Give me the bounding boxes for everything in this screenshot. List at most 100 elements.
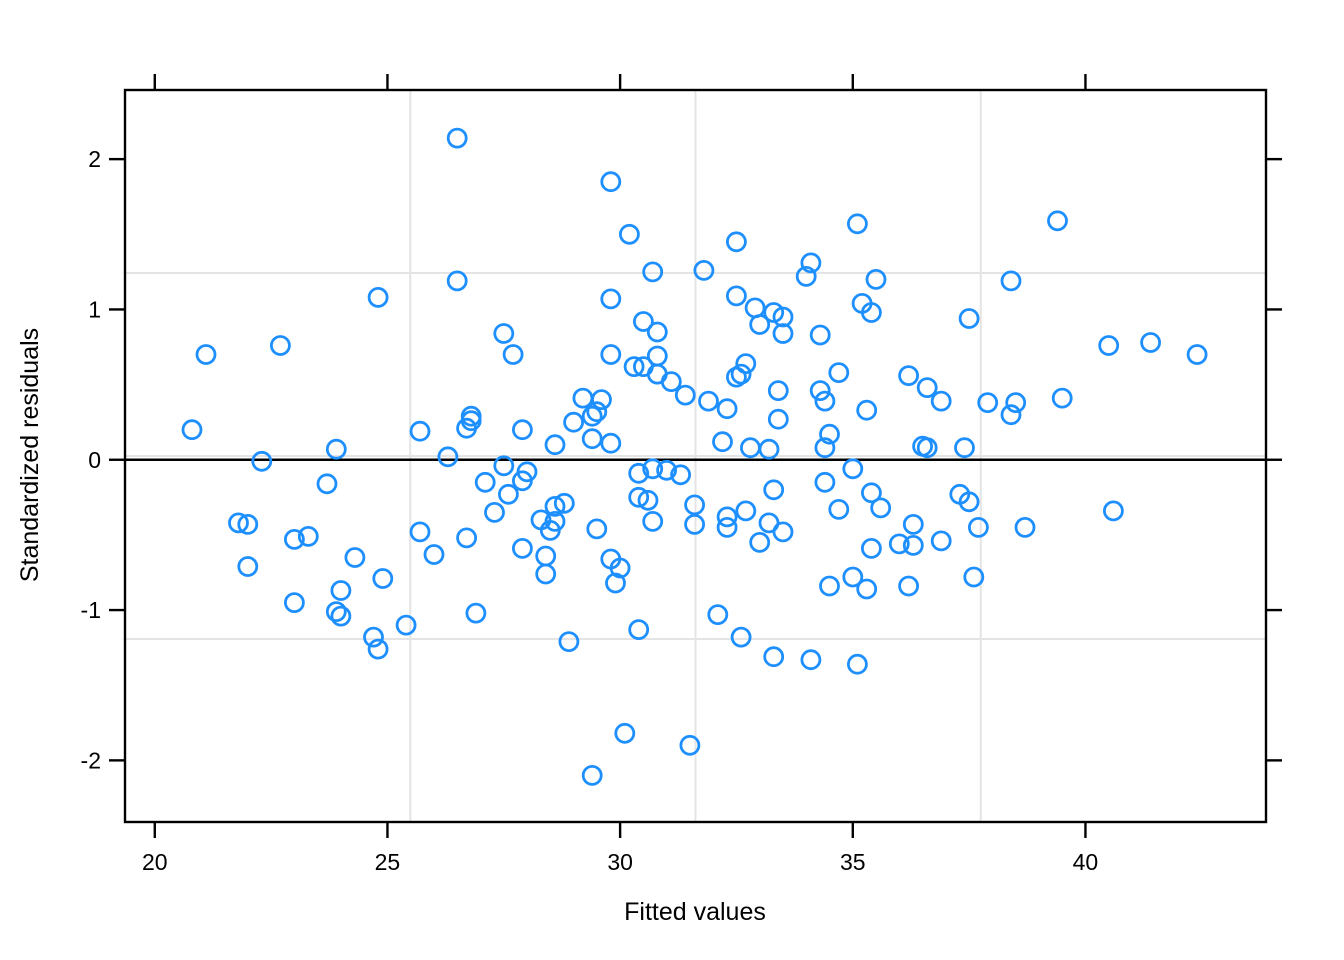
data-point (963, 566, 985, 588)
data-point (730, 626, 752, 648)
data-point (930, 390, 952, 412)
data-point (814, 471, 836, 493)
data-point (735, 500, 757, 522)
data-point (740, 437, 761, 459)
data-point (674, 384, 696, 406)
data-point (283, 529, 305, 550)
data-point (446, 127, 468, 149)
data-point (502, 344, 524, 365)
data-point (628, 462, 650, 484)
data-point (1098, 335, 1120, 356)
data-point (716, 506, 738, 528)
data-point (1051, 387, 1073, 409)
data-point (819, 575, 840, 597)
data-point (1000, 404, 1022, 426)
data-point (1047, 210, 1068, 232)
data-point (749, 314, 771, 335)
data-point (581, 765, 603, 786)
data-point (1005, 392, 1027, 414)
data-point (809, 380, 831, 402)
data-point (902, 535, 924, 556)
data-point (283, 592, 305, 613)
data-point (842, 458, 864, 480)
data-point (484, 502, 505, 523)
data-point (865, 268, 887, 290)
y-tick-label: -2 (81, 747, 101, 773)
data-point (446, 270, 468, 292)
axis-ticks (109, 74, 1282, 838)
data-point (409, 521, 431, 543)
plot-panel-border (123, 88, 1268, 824)
data-point (856, 578, 878, 600)
data-point (735, 353, 757, 375)
data-point (954, 437, 975, 459)
data-point (819, 423, 840, 445)
data-point (861, 538, 882, 559)
data-point (842, 566, 864, 588)
data-point (749, 532, 771, 553)
data-point (958, 491, 980, 513)
data-point (772, 306, 794, 328)
data-point (870, 497, 892, 519)
data-point (767, 408, 789, 430)
data-point (544, 495, 566, 517)
data-point (586, 401, 608, 423)
x-tick-label: 25 (375, 849, 401, 875)
data-point (195, 344, 217, 365)
data-point (512, 419, 533, 441)
data-point (437, 446, 459, 468)
data-point (660, 371, 682, 393)
data-point (856, 399, 878, 421)
data-point (237, 514, 259, 535)
data-point (977, 392, 999, 414)
data-point (670, 464, 691, 486)
data-point (367, 286, 389, 308)
data-point (916, 437, 938, 459)
y-tick-label: 1 (88, 296, 101, 322)
data-point (600, 171, 622, 193)
data-point (847, 653, 868, 675)
data-point (237, 556, 259, 577)
data-point (456, 417, 478, 439)
data-point (767, 380, 789, 402)
data-point (474, 471, 496, 493)
x-tick-label: 30 (607, 849, 633, 875)
data-point (684, 514, 705, 535)
data-point (512, 538, 533, 559)
data-point (902, 514, 924, 535)
data-point (325, 438, 347, 460)
data-point (637, 489, 659, 511)
x-tick-label: 20 (142, 849, 168, 875)
data-point (628, 486, 650, 508)
data-point (181, 419, 203, 441)
data-point (1103, 500, 1124, 522)
grid-lines (125, 90, 1266, 822)
y-tick-label: 2 (88, 146, 101, 172)
data-point (646, 321, 668, 343)
data-point (684, 494, 705, 516)
data-point (423, 544, 445, 565)
data-point (535, 545, 557, 567)
data-point (367, 638, 389, 660)
data-point (726, 231, 747, 253)
data-point (809, 324, 831, 346)
data-point (297, 526, 319, 547)
data-point (763, 479, 785, 501)
data-point (619, 223, 640, 245)
data-point (861, 302, 882, 323)
data-point (656, 459, 677, 481)
data-point (553, 492, 575, 514)
data-point (581, 405, 603, 427)
data-point (1140, 332, 1161, 353)
data-point (572, 387, 594, 409)
data-point (228, 512, 249, 534)
data-point (269, 335, 291, 356)
data-point (614, 722, 636, 744)
data-point (916, 377, 938, 399)
data-point (898, 365, 919, 387)
data-point (679, 734, 701, 756)
data-point (600, 432, 622, 454)
x-axis-title: Fitted values (624, 898, 766, 926)
y-tick-label: -1 (81, 597, 101, 623)
